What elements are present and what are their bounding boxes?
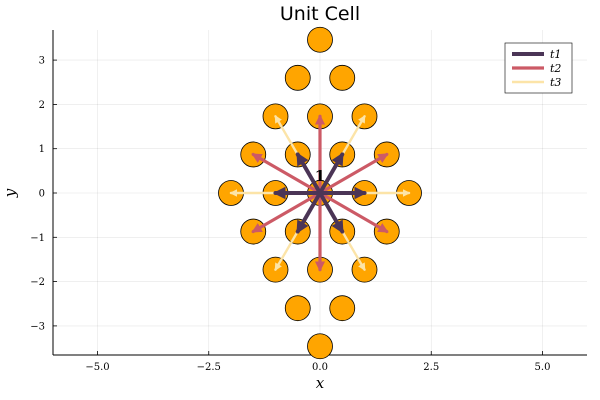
lattice-point bbox=[284, 295, 311, 322]
y-axis-label: y bbox=[1, 188, 19, 198]
vector-t2 bbox=[251, 152, 322, 195]
y-tick-label: −2 bbox=[30, 277, 45, 288]
y-tick-label: −1 bbox=[30, 233, 45, 244]
vector-t1 bbox=[295, 191, 322, 234]
lattice-point bbox=[329, 295, 356, 322]
vector-t1 bbox=[318, 191, 345, 234]
vector-t2 bbox=[318, 191, 389, 234]
y-tick-label: 0 bbox=[39, 189, 45, 200]
vector-t1 bbox=[295, 152, 322, 195]
y-tick-label: 3 bbox=[39, 56, 45, 67]
lattice-point bbox=[329, 64, 356, 91]
points-layer bbox=[218, 26, 422, 360]
x-tick-label: 2.5 bbox=[423, 362, 439, 373]
vectors-layer bbox=[229, 114, 411, 272]
x-tick-label: 5.0 bbox=[535, 362, 551, 373]
x-tick-label: −2.5 bbox=[197, 362, 221, 373]
x-axis-label: x bbox=[316, 374, 325, 392]
annotation-label: 1 bbox=[315, 167, 325, 185]
y-tick-label: −3 bbox=[30, 321, 45, 332]
x-tick-label: 0.0 bbox=[312, 362, 328, 373]
lattice-point bbox=[284, 64, 311, 91]
legend-label-t1: t1 bbox=[550, 48, 561, 61]
y-tick-label: 2 bbox=[39, 100, 45, 111]
vector-t2 bbox=[318, 152, 389, 195]
legend-label-t2: t2 bbox=[550, 62, 561, 75]
lattice-point bbox=[307, 26, 333, 53]
y-tick-label: 1 bbox=[39, 144, 45, 155]
chart-title: Unit Cell bbox=[280, 3, 360, 25]
vector-t1 bbox=[318, 152, 345, 195]
lattice-point bbox=[307, 333, 333, 360]
vector-t2 bbox=[251, 191, 322, 234]
x-tick-label: −5.0 bbox=[85, 362, 109, 373]
tick-labels: −5.0 −2.5 0.0 2.5 5.0 −3 −2 −1 0 1 2 3 bbox=[30, 56, 550, 373]
legend-label-t3: t3 bbox=[550, 76, 561, 89]
